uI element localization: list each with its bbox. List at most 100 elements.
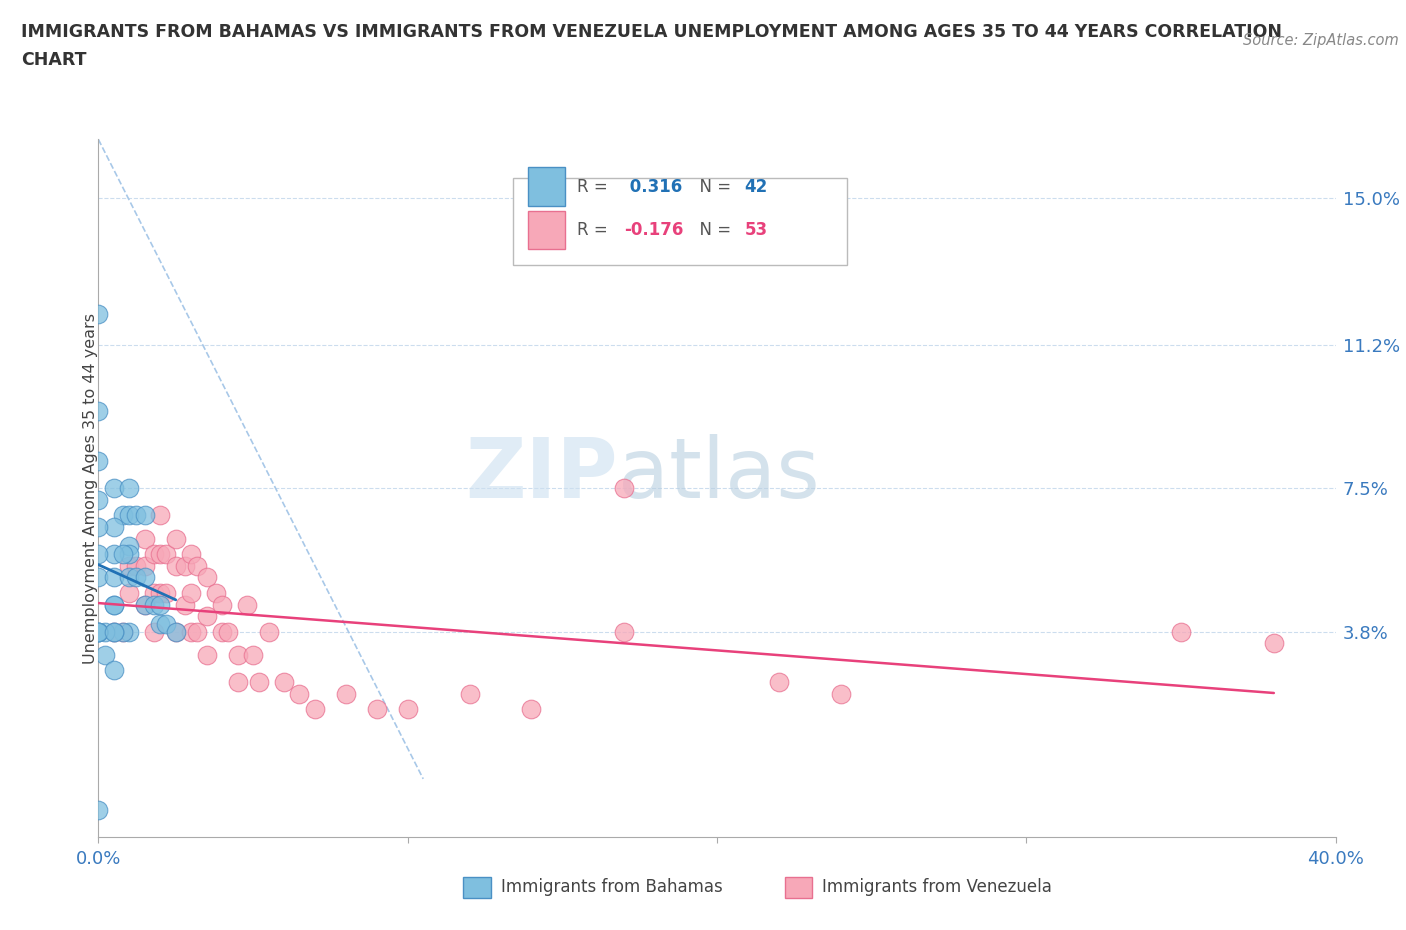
Point <box>87 624 110 639</box>
Text: 42: 42 <box>744 178 768 195</box>
Point <box>103 547 125 562</box>
Point <box>118 624 141 639</box>
Point <box>273 674 295 689</box>
Point <box>103 570 125 585</box>
Point <box>87 624 110 639</box>
Point <box>118 570 141 585</box>
Point <box>226 647 249 662</box>
Point <box>143 586 166 601</box>
Point <box>180 547 202 562</box>
Point <box>87 520 110 535</box>
Point <box>103 481 125 496</box>
Point <box>134 597 156 612</box>
Point <box>103 624 125 639</box>
Point <box>143 547 166 562</box>
Point <box>226 674 249 689</box>
Point <box>118 539 141 554</box>
Point <box>103 520 125 535</box>
Text: IMMIGRANTS FROM BAHAMAS VS IMMIGRANTS FROM VENEZUELA UNEMPLOYMENT AMONG AGES 35 : IMMIGRANTS FROM BAHAMAS VS IMMIGRANTS FR… <box>21 23 1282 41</box>
Bar <box>785 877 813 897</box>
Point <box>180 586 202 601</box>
Point <box>195 647 218 662</box>
Point <box>118 508 141 523</box>
Point <box>155 547 177 562</box>
Point <box>93 624 115 639</box>
Point <box>195 570 218 585</box>
Point <box>143 624 166 639</box>
Text: Immigrants from Venezuela: Immigrants from Venezuela <box>823 878 1052 897</box>
Point <box>112 508 135 523</box>
Point <box>134 508 156 523</box>
Point <box>155 586 177 601</box>
Text: 53: 53 <box>744 221 768 239</box>
Point <box>149 586 172 601</box>
Point <box>124 508 146 523</box>
Point <box>134 570 156 585</box>
Point <box>1170 624 1192 639</box>
Point <box>520 702 543 717</box>
Point <box>1263 636 1285 651</box>
Point <box>87 454 110 469</box>
Point <box>134 531 156 546</box>
Point <box>103 663 125 678</box>
Point <box>87 547 110 562</box>
Point <box>304 702 326 717</box>
Point <box>211 597 233 612</box>
Point <box>165 531 187 546</box>
Point <box>103 597 125 612</box>
Point <box>768 674 790 689</box>
Point <box>118 547 141 562</box>
Point <box>335 686 357 701</box>
Point <box>134 597 156 612</box>
Bar <box>527 211 565 249</box>
Point <box>165 624 187 639</box>
Point <box>830 686 852 701</box>
Point <box>118 481 141 496</box>
Point <box>186 624 208 639</box>
Point <box>180 624 202 639</box>
Point <box>87 307 110 322</box>
Text: CHART: CHART <box>21 51 87 69</box>
Text: atlas: atlas <box>619 433 820 515</box>
Text: -0.176: -0.176 <box>624 221 683 239</box>
Point <box>195 609 218 624</box>
Point <box>217 624 239 639</box>
Point <box>174 597 197 612</box>
Point <box>205 586 228 601</box>
Point <box>103 597 125 612</box>
Point <box>242 647 264 662</box>
Text: Source: ZipAtlas.com: Source: ZipAtlas.com <box>1243 33 1399 47</box>
Bar <box>464 877 491 897</box>
Point <box>458 686 481 701</box>
Point <box>118 586 141 601</box>
Point <box>103 624 125 639</box>
Point <box>149 508 172 523</box>
Point <box>149 597 172 612</box>
Point <box>165 558 187 573</box>
Y-axis label: Unemployment Among Ages 35 to 44 years: Unemployment Among Ages 35 to 44 years <box>83 312 97 664</box>
Point <box>87 624 110 639</box>
Text: N =: N = <box>689 178 735 195</box>
Text: ZIP: ZIP <box>465 433 619 515</box>
Point <box>366 702 388 717</box>
Point <box>103 624 125 639</box>
Point <box>149 547 172 562</box>
Point <box>87 803 110 817</box>
Text: R =: R = <box>578 178 613 195</box>
Point <box>112 624 135 639</box>
Point <box>211 624 233 639</box>
Point <box>288 686 311 701</box>
Point <box>174 558 197 573</box>
Point <box>87 570 110 585</box>
Point <box>257 624 280 639</box>
Bar <box>527 167 565 206</box>
Point <box>155 617 177 631</box>
Point <box>93 647 115 662</box>
FancyBboxPatch shape <box>513 178 846 265</box>
Point <box>124 558 146 573</box>
Point <box>134 558 156 573</box>
Text: 0.316: 0.316 <box>624 178 682 195</box>
Text: N =: N = <box>689 221 735 239</box>
Text: Immigrants from Bahamas: Immigrants from Bahamas <box>501 878 723 897</box>
Point <box>247 674 270 689</box>
